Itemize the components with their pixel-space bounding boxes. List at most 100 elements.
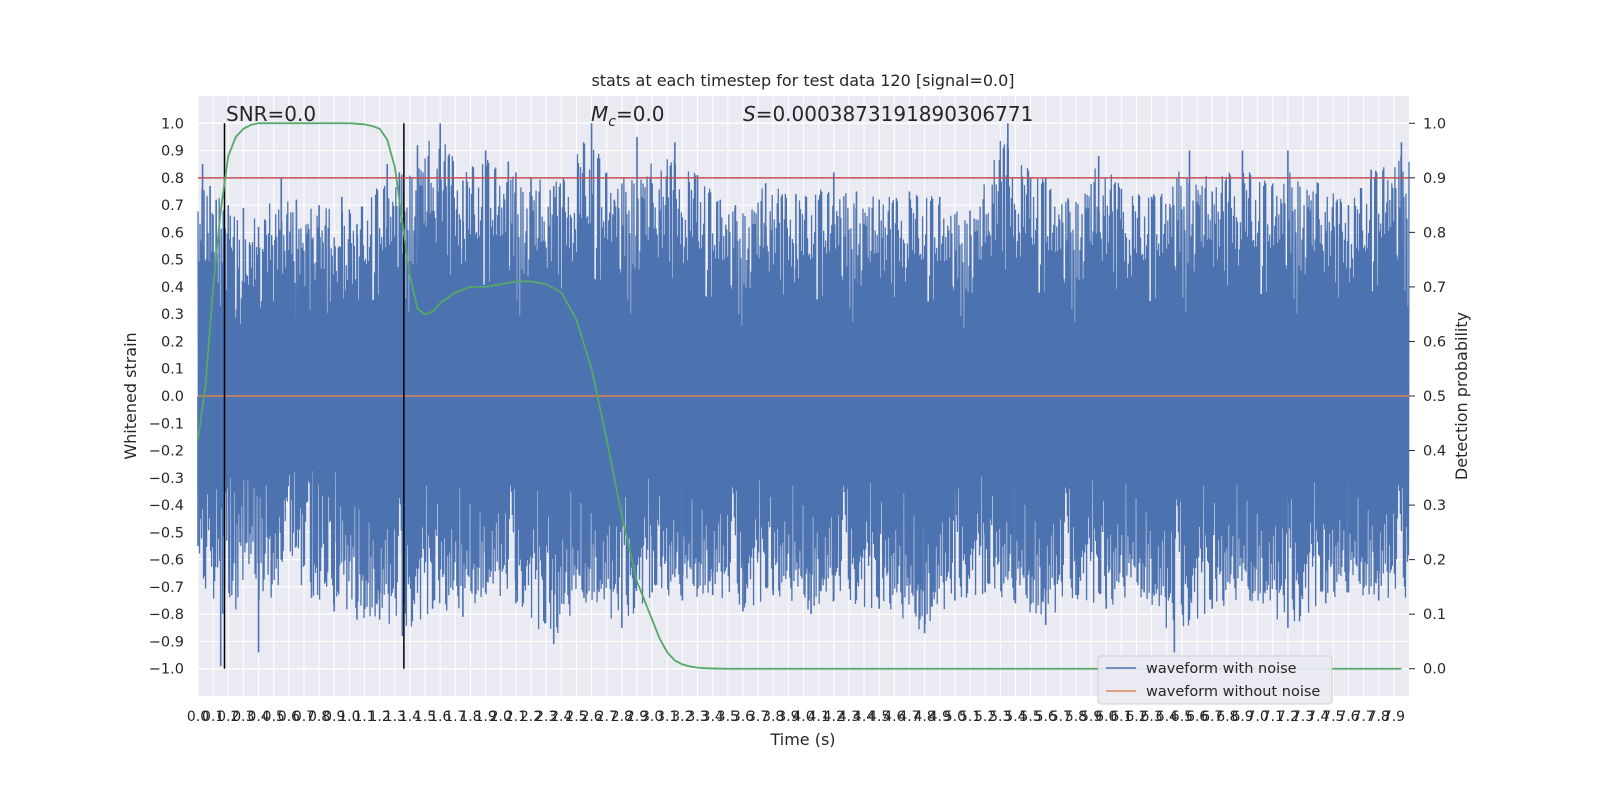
x-tick-label: 6.9	[1231, 709, 1253, 725]
x-tick-label: 7.1	[1262, 709, 1284, 725]
x-tick-label: 6.1	[1110, 709, 1132, 725]
x-tick-label: 4.3	[838, 709, 860, 725]
x-tick-label: 3.8	[762, 709, 784, 725]
y-tick-label: −0.9	[149, 634, 184, 650]
y-right-tick-label: 0.0	[1423, 662, 1446, 678]
y-tick-label: 0.8	[161, 171, 184, 187]
y-tick-label: 0.3	[161, 307, 184, 323]
x-tick-label: 3.4	[702, 709, 724, 725]
x-tick-label: 6.7	[1201, 709, 1223, 725]
x-tick-label: 0.2	[217, 709, 239, 725]
x-tick-label: 4.9	[929, 709, 951, 725]
x-tick-label: 2.7	[596, 709, 618, 725]
x-tick-label: 3.0	[641, 709, 663, 725]
x-tick-label: 4.5	[868, 709, 890, 725]
y-tick-label: −0.1	[149, 416, 184, 432]
left-y-axis-label: Whitened strain	[121, 332, 140, 459]
x-tick-label: 5.3	[989, 709, 1011, 725]
y-tick-label: −0.3	[149, 471, 184, 487]
y-right-tick-label: 0.1	[1423, 607, 1446, 623]
left-y-ticks: −1.0 −0.9 −0.8 −0.7 −0.6 −0.5 −0.4 −0.3 −0.2 −0.1…	[149, 116, 184, 677]
x-tick-label: 5.6	[1035, 709, 1057, 725]
x-tick-label: 0.6	[278, 709, 300, 725]
x-tick-label: 2.2	[520, 709, 542, 725]
x-tick-label: 7.9	[1383, 709, 1405, 725]
x-tick-label: 2.9	[626, 709, 648, 725]
x-tick-label: 0.5	[263, 709, 285, 725]
x-tick-label: 3.9	[777, 709, 799, 725]
y-right-tick-label: 0.5	[1423, 389, 1446, 405]
y-right-tick-label: 0.2	[1423, 553, 1446, 569]
x-ticks: 0.00.10.20.30.40.50.60.70.80.91.01.11.21…	[187, 709, 1405, 725]
x-tick-label: 2.0	[490, 709, 512, 725]
legend-label-noisy: waveform with noise	[1146, 661, 1297, 677]
x-tick-label: 0.9	[323, 709, 345, 725]
x-tick-label: 3.2	[671, 709, 693, 725]
x-tick-label: 1.6	[429, 709, 451, 725]
y-tick-label: −0.2	[149, 444, 184, 460]
x-tick-label: 4.4	[853, 709, 875, 725]
x-tick-label: 2.4	[550, 709, 572, 725]
x-tick-label: 6.0	[1095, 709, 1117, 725]
y-right-tick-label: 0.4	[1423, 444, 1446, 460]
y-tick-label: −1.0	[149, 662, 184, 678]
x-tick-label: 6.5	[1171, 709, 1193, 725]
y-tick-label: 0.6	[161, 225, 184, 241]
right-y-ticks: 0.0 0.1 0.2 0.3 0.4 0.5 0.6 0.7 0.8 0.9 1.0	[1409, 116, 1446, 678]
y-right-tick-label: 0.9	[1423, 171, 1446, 187]
x-tick-label: 0.3	[232, 709, 254, 725]
legend: waveform with noise waveform without noi…	[1097, 655, 1333, 705]
y-right-tick-label: 1.0	[1423, 116, 1446, 132]
x-tick-label: 7.2	[1277, 709, 1299, 725]
x-tick-label: 1.4	[399, 709, 421, 725]
x-tick-label: 1.3	[384, 709, 406, 725]
y-right-tick-label: 0.8	[1423, 225, 1446, 241]
x-tick-label: 7.3	[1292, 709, 1314, 725]
x-tick-label: 6.8	[1216, 709, 1238, 725]
y-tick-label: 0.5	[161, 253, 184, 269]
y-tick-label: 0.9	[161, 144, 184, 160]
x-tick-label: 3.6	[732, 709, 754, 725]
y-tick-label: 0.0	[161, 389, 184, 405]
chart-title: stats at each timestep for test data 120…	[591, 71, 1014, 90]
x-tick-label: 3.7	[747, 709, 769, 725]
legend-label-clean: waveform without noise	[1146, 684, 1320, 700]
y-tick-label: −0.8	[149, 607, 184, 623]
y-tick-label: 0.2	[161, 334, 184, 350]
x-tick-label: 5.1	[959, 709, 981, 725]
y-tick-label: 0.1	[161, 362, 184, 378]
x-tick-label: 7.8	[1368, 709, 1390, 725]
x-tick-label: 2.5	[565, 709, 587, 725]
x-tick-label: 2.1	[505, 709, 527, 725]
y-right-tick-label: 0.7	[1423, 280, 1446, 296]
x-tick-label: 6.4	[1156, 709, 1178, 725]
x-tick-label: 0.7	[293, 709, 315, 725]
x-tick-label: 7.7	[1352, 709, 1374, 725]
x-tick-label: 4.8	[913, 709, 935, 725]
y-right-tick-label: 0.3	[1423, 498, 1446, 514]
x-tick-label: 1.8	[459, 709, 481, 725]
y-tick-label: −0.5	[149, 525, 184, 541]
x-tick-label: 1.0	[338, 709, 360, 725]
x-tick-label: 7.5	[1322, 709, 1344, 725]
y-tick-label: −0.4	[149, 498, 184, 514]
x-tick-label: 5.2	[974, 709, 996, 725]
x-tick-label: 2.8	[611, 709, 633, 725]
y-tick-label: 1.0	[161, 116, 184, 132]
marker-lines	[223, 123, 405, 669]
x-tick-label: 4.6	[883, 709, 905, 725]
x-tick-label: 5.0	[944, 709, 966, 725]
noisy-waveform-series	[197, 123, 1410, 666]
x-tick-label: 0.1	[202, 709, 224, 725]
detection-probability-series	[197, 122, 1402, 670]
x-tick-label: 6.6	[1186, 709, 1208, 725]
x-tick-label: 6.2	[1125, 709, 1147, 725]
x-tick-label: 7.0	[1246, 709, 1268, 725]
y-tick-label: −0.6	[149, 553, 184, 569]
x-tick-label: 4.1	[808, 709, 830, 725]
snr-annotation: SNR=0.0	[226, 102, 316, 126]
y-tick-label: 0.7	[161, 198, 184, 214]
x-tick-label: 5.9	[1080, 709, 1102, 725]
chirp-mass-annotation: Mc=0.0	[591, 102, 665, 130]
